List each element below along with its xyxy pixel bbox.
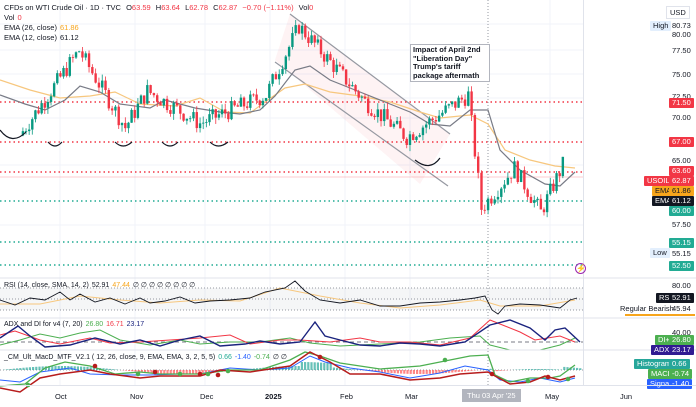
x-label-oct: Oct [55, 392, 67, 401]
adx-tag: ADX [651, 345, 673, 355]
symbol-title[interactable]: CFDs on WTI Crude Oil · 1D · TVC [4, 3, 121, 12]
x-label-jun: Jun [620, 392, 633, 401]
macd-value: -0.74 [669, 369, 693, 379]
regular-bearish-label: Regular Bearish [620, 304, 674, 313]
level-60-00: 60.00 [669, 206, 694, 216]
histogram-tag: Histogram [634, 359, 675, 369]
macd-tag: MACD [648, 369, 677, 379]
main-legend: CFDs on WTI Crude Oil · 1D · TVC O63.59 … [4, 3, 314, 12]
rsi-tag: RSI [656, 293, 675, 303]
ema26-price: 61.86 [669, 186, 694, 196]
x-label-dec: Dec [200, 392, 214, 401]
x-label-feb: Feb [340, 392, 353, 401]
rsi-legend[interactable]: RSI (14, close, SMA, 14, 2) 52.91 47.44 ∅ ∅… [4, 282, 196, 289]
crosshair-date-label: Thu 03 Apr '25 [462, 389, 521, 402]
histogram-value: 0.66 [669, 359, 690, 369]
currency-label[interactable]: USD [666, 6, 690, 19]
x-label-nov: Nov [130, 392, 144, 401]
ema12-tag: EMA [652, 196, 675, 206]
rsi-value: 52.91 [669, 293, 694, 303]
low-value: 62.78 [189, 3, 209, 12]
change-value: −0.70 (−1.11%) [242, 3, 294, 12]
level-67-00: 67.00 [669, 137, 694, 147]
regular-bearish-value: 45.94 [672, 304, 691, 313]
high-label: High [650, 21, 672, 31]
liberation-day-annotation[interactable]: Impact of April 2nd "Liberation Day" Tru… [410, 44, 490, 82]
x-label-mar: Mar [405, 392, 418, 401]
alert-lightning-icon[interactable]: ⚡ [575, 263, 586, 274]
divergence-underline [625, 314, 695, 316]
level-63-60: 63.60 [669, 166, 694, 176]
vol-legend[interactable]: Vol 0 [4, 13, 22, 22]
open-value: 63.59 [131, 3, 151, 12]
adx-legend[interactable]: ADX and DI for v4 (7, 20) 26.80 16.71 23.17 [4, 321, 145, 328]
signal-value: -1.40 [669, 379, 693, 389]
low-value: 55.15 [672, 249, 691, 258]
signal-tag: Signal [647, 379, 674, 389]
x-label-2025: 2025 [265, 392, 282, 401]
level-71-50: 71.50 [669, 98, 694, 108]
usoil-price: 62.87 [669, 176, 694, 186]
ema26-tag: EMA [652, 186, 675, 196]
ema12-price: 61.12 [669, 196, 694, 206]
high-value: 63.64 [161, 3, 180, 12]
x-label-may: May [545, 392, 560, 401]
adx-value: 23.17 [669, 345, 694, 355]
macd-legend[interactable]: _CM_Ult_MacD_MTF_V2.1 ( 12, 26, close, 9… [4, 354, 287, 361]
time-axis-border [0, 385, 696, 386]
price-scale[interactable] [583, 0, 696, 385]
low-label: Low [650, 248, 670, 258]
high-value: 80.73 [672, 21, 691, 30]
ema26-legend[interactable]: EMA (26, close) 61.86 [4, 23, 79, 32]
di-plus-tag: DI+ [655, 335, 673, 345]
level-52-50: 52.50 [669, 261, 694, 271]
usoil-label: USOIL [644, 176, 673, 186]
vol-value: 0 [309, 3, 314, 12]
close-value: 62.87 [218, 3, 238, 12]
ema12-legend[interactable]: EMA (12, close) 61.12 [4, 33, 79, 42]
level-55-15: 55.15 [669, 238, 694, 248]
di-plus-value: 26.80 [669, 335, 694, 345]
